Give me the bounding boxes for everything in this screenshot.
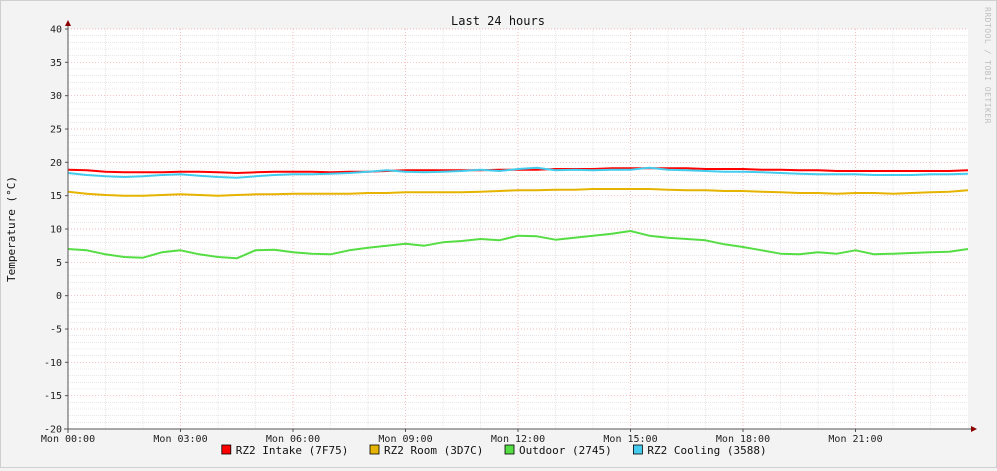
series-line-3: [67, 230, 969, 260]
legend-item-2: RZ2 Room (3D7C): [369, 444, 483, 457]
x-tick-label: Mon 06:00: [266, 434, 320, 445]
x-tick-label: Mon 12:00: [491, 434, 545, 445]
y-tick-label: 10: [50, 225, 62, 236]
y-tick-label: 25: [50, 125, 62, 136]
x-tick-labels: Mon 00:00 Mon 03:00 Mon 06:00 Mon 09:00 Mon …: [41, 434, 883, 445]
axes: [64, 20, 977, 433]
y-tick-labels: 40 35 30 25 20 15 10 5 0 -5 -10 -15 -20: [44, 25, 62, 436]
y-tick-label: 40: [50, 25, 62, 36]
legend-label: RZ2 Intake (7F75): [236, 444, 349, 457]
legend-label: RZ2 Cooling (3588): [647, 444, 766, 457]
y-tick-label: -5: [50, 325, 62, 336]
legend-label: RZ2 Room (3D7C): [384, 444, 483, 457]
legend-swatch: [369, 444, 380, 455]
legend: RZ2 Intake (7F75) RZ2 Room (3D7C) Outdoor …: [221, 444, 767, 457]
y-tick-label: 35: [50, 58, 62, 69]
y-tick-label: 30: [50, 91, 62, 102]
x-tick-label: Mon 21:00: [828, 434, 882, 445]
y-tick-label: -10: [44, 358, 62, 369]
legend-label: Outdoor (2745): [519, 444, 612, 457]
y-tick-label: 0: [56, 291, 62, 302]
y-axis-label: Temperature (°C): [5, 176, 18, 282]
x-tick-label: Mon 09:00: [378, 434, 432, 445]
x-axis-arrow: [971, 426, 977, 432]
legend-item-1: RZ2 Intake (7F75): [221, 444, 349, 457]
y-axis-arrow: [65, 20, 71, 26]
legend-item-4: RZ2 Cooling (3588): [633, 444, 767, 457]
series-line-4: [67, 166, 969, 179]
legend-swatch: [221, 444, 232, 455]
series-layer: [67, 166, 969, 260]
x-tick-label: Mon 18:00: [716, 434, 770, 445]
x-tick-label: Mon 03:00: [153, 434, 207, 445]
watermark: RRDTOOL / TOBI OETIKER: [983, 7, 992, 124]
legend-swatch: [633, 444, 643, 455]
chart-title: Last 24 hours: [451, 14, 545, 28]
x-tick-label: Mon 15:00: [603, 434, 657, 445]
y-tick-label: 20: [50, 158, 62, 169]
y-tick-label: -20: [44, 425, 62, 436]
y-tick-label: 5: [56, 258, 62, 269]
series-line-2: [67, 188, 969, 197]
legend-swatch: [504, 444, 515, 455]
legend-item-3: Outdoor (2745): [504, 444, 612, 457]
y-tick-label: 15: [50, 191, 62, 202]
x-tick-label: Mon 00:00: [41, 434, 95, 445]
y-tick-label: -15: [44, 391, 62, 402]
